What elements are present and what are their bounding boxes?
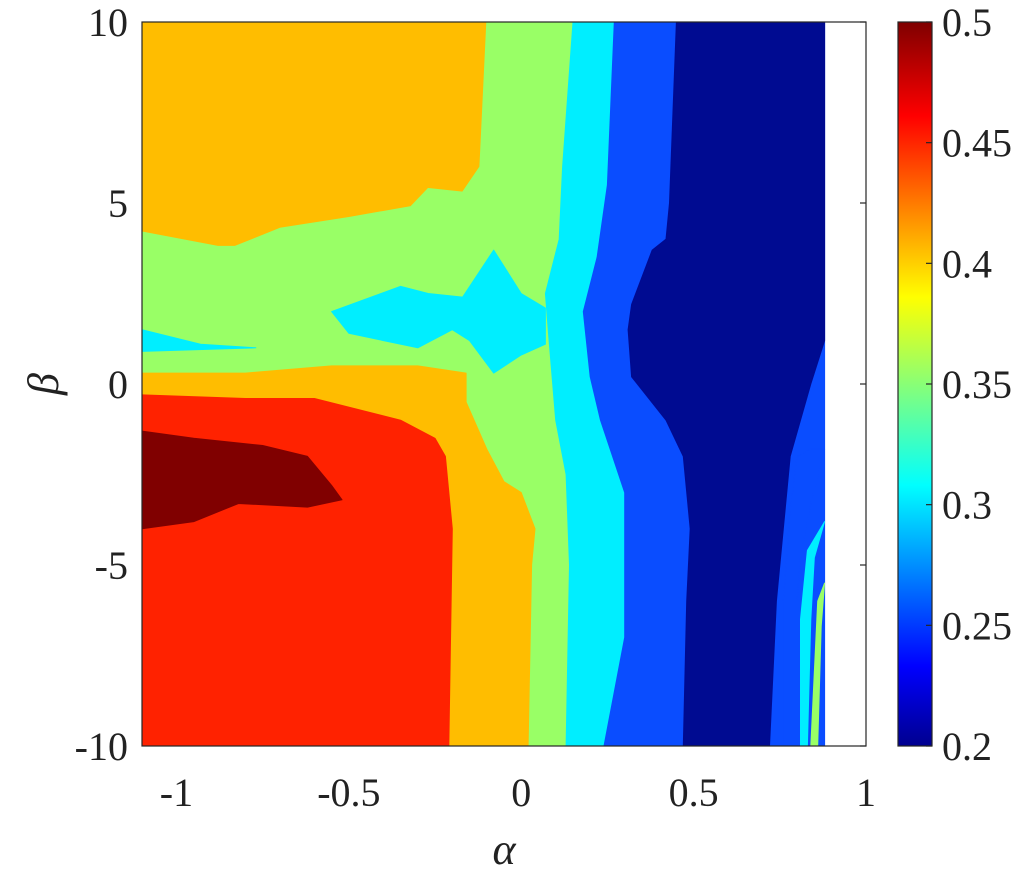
contour-region-12 [142, 430, 343, 530]
x-tick-label: -1 [160, 770, 193, 815]
y-axis-label: β [19, 373, 68, 396]
y-tick-label: 5 [108, 181, 128, 226]
colorbar-tick-label: 0.4 [942, 241, 992, 286]
colorbar-tick-label: 0.2 [942, 724, 992, 769]
x-tick-label: 0.5 [669, 770, 719, 815]
x-tick-label: 1 [856, 770, 876, 815]
y-tick-label: -10 [75, 724, 128, 769]
contour-region-9 [810, 582, 826, 746]
colorbar-ticks: 0.2 0.25 0.3 0.35 0.4 0.45 0.5 [926, 0, 1012, 769]
colorbar-tick-label: 0.5 [942, 0, 992, 45]
x-axis-label: α [492, 825, 516, 872]
contour-region-4 [142, 329, 257, 352]
contour-region-6 [627, 22, 826, 746]
right-axis-ticks [860, 21, 866, 747]
colorbar-tick-label: 0.25 [942, 603, 1012, 648]
colorbar-tick-label: 0.35 [942, 362, 1012, 407]
contour-region-8 [800, 521, 826, 746]
x-tick-label: -0.5 [317, 770, 380, 815]
x-tick-labels: -1 -0.5 0 0.5 1 [160, 770, 876, 815]
y-tick-labels: -10 -5 0 5 10 [75, 0, 128, 769]
contour-region-3 [331, 249, 546, 374]
y-tick-label: -5 [95, 543, 128, 588]
colorbar-tick-label: 0.45 [942, 121, 1012, 166]
y-tick-label: 0 [108, 362, 128, 407]
contour-regions [142, 22, 826, 746]
y-tick-label: 10 [88, 0, 128, 45]
colorbar-tick-label: 0.3 [942, 483, 992, 528]
x-tick-label: 0 [511, 770, 531, 815]
contour-region-7 [782, 448, 826, 746]
